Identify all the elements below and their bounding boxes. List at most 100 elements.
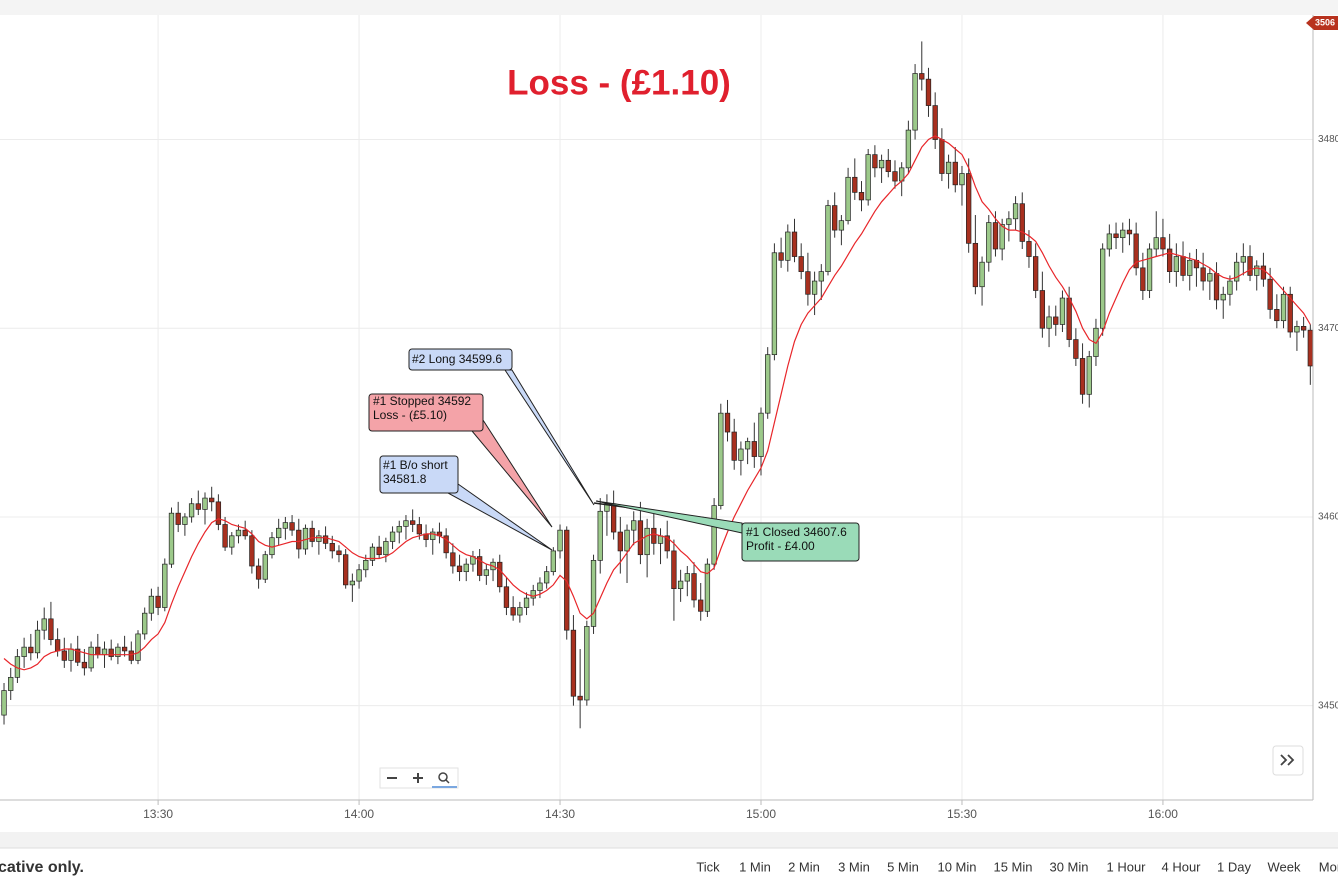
candle-body [1079, 358, 1086, 395]
candle-body [155, 595, 161, 608]
timeframe-button[interactable]: 10 Min [937, 859, 976, 874]
candle-body [81, 661, 88, 669]
timeframe-button[interactable]: 4 Hour [1161, 859, 1201, 874]
timeframe-bar: Tick 1 Min 2 Min 3 Min 5 Min 10 Min 15 Min 30 M… [696, 859, 1338, 874]
timeframe-button[interactable]: 15 Min [993, 859, 1032, 874]
callout: #1 B/o short 34581.8 [379, 455, 553, 551]
timeframe-button[interactable]: 1 Hour [1106, 859, 1146, 874]
candle-body [336, 550, 342, 556]
candle-body [751, 441, 757, 457]
candle-body [215, 501, 222, 525]
candle-body [1120, 229, 1126, 239]
candle-body [41, 618, 47, 631]
candle-body [986, 222, 992, 263]
candle-body [811, 280, 818, 295]
candle-body [75, 648, 81, 663]
candle-body [1006, 218, 1012, 225]
scroll-button-box[interactable] [1272, 745, 1304, 776]
candle-body [363, 559, 369, 571]
candle-body [209, 497, 215, 503]
candle-body [972, 242, 979, 288]
candle-body [1260, 265, 1267, 280]
candle-body [657, 535, 664, 544]
candle-body [1, 690, 7, 716]
y-tick-label: 3460 [1318, 512, 1338, 523]
timeframe-button[interactable]: 2 Min [788, 859, 820, 874]
candle-body [677, 580, 684, 590]
candle-body [1066, 297, 1072, 340]
candle-body [818, 271, 824, 282]
candle-body [329, 543, 335, 552]
callout: #1 Stopped 34592 Loss - (£5.10) [368, 393, 553, 528]
candle-body [376, 546, 382, 556]
candle-body [905, 129, 912, 169]
candle-body [570, 629, 577, 697]
candle-body [1113, 233, 1119, 239]
candle-body [912, 73, 918, 131]
timeframe-button[interactable]: Tick [696, 859, 720, 874]
candle-body [1140, 267, 1146, 291]
moving-average [3, 135, 1311, 671]
zoom-reset[interactable] [438, 772, 448, 782]
candle-body [1227, 280, 1233, 295]
candle-body [309, 527, 315, 542]
candle-body [383, 541, 389, 556]
timeframe-button[interactable]: Mor [1319, 859, 1338, 874]
zoom-controls [379, 767, 459, 789]
candle-body [21, 646, 27, 657]
candle-body [966, 173, 972, 244]
candle-body [289, 522, 295, 531]
timeframe-button[interactable]: Week [1268, 859, 1301, 874]
callout: #2 Long 34599.6 [408, 348, 595, 506]
candle-body [1033, 256, 1039, 291]
candle-body [463, 563, 469, 573]
candle-body [476, 556, 483, 576]
candle-body [443, 535, 449, 554]
candle-body [88, 646, 94, 669]
chart-title: Loss - (£1.10) [507, 63, 731, 102]
callout-box [408, 348, 513, 371]
candle-body [1026, 241, 1032, 257]
candle-body [235, 529, 242, 537]
timeframe-button[interactable]: 5 Min [887, 859, 919, 874]
candle-body [1300, 326, 1307, 331]
callout-text: #1 Closed 34607.6 [746, 525, 847, 539]
candle-body [564, 529, 570, 631]
candle-body [1220, 293, 1226, 301]
candle-body [1160, 237, 1166, 250]
timeframe-button[interactable]: 3 Min [838, 859, 870, 874]
candle-body [1046, 316, 1052, 329]
candle-body [517, 607, 523, 616]
candle-body [664, 535, 670, 552]
timeframe-button[interactable]: 1 Day [1217, 859, 1251, 874]
candle-body [1146, 248, 1153, 291]
callout-text: #1 Stopped 34592 [373, 394, 471, 408]
zoom-reset-handle [445, 779, 450, 784]
candle-body [744, 441, 751, 450]
candle-body [858, 192, 865, 201]
candle-body [316, 535, 322, 542]
candle-body [1019, 203, 1025, 242]
candle-body [430, 531, 436, 540]
candle-body [992, 222, 999, 250]
x-tick-label: 13:30 [143, 807, 173, 821]
candle-body [188, 503, 195, 518]
timeframe-button[interactable]: 1 Min [739, 859, 771, 874]
candle-body [704, 563, 711, 612]
candle-body [128, 650, 134, 661]
scroll-button[interactable] [1272, 745, 1304, 776]
candle-body [369, 546, 376, 561]
timeframe-button[interactable]: 30 Min [1049, 859, 1088, 874]
candle-body [1173, 256, 1179, 272]
candle-body [1280, 293, 1287, 322]
candle-body [349, 580, 356, 586]
candle-body [724, 412, 731, 433]
candle-body [101, 648, 108, 656]
candle-body [979, 261, 985, 288]
candle-body [872, 154, 878, 169]
candle-body [242, 529, 248, 537]
candle-body [550, 550, 556, 573]
candle-body [1247, 256, 1253, 276]
candle-body [651, 527, 657, 544]
x-tick-label: 15:30 [947, 807, 977, 821]
